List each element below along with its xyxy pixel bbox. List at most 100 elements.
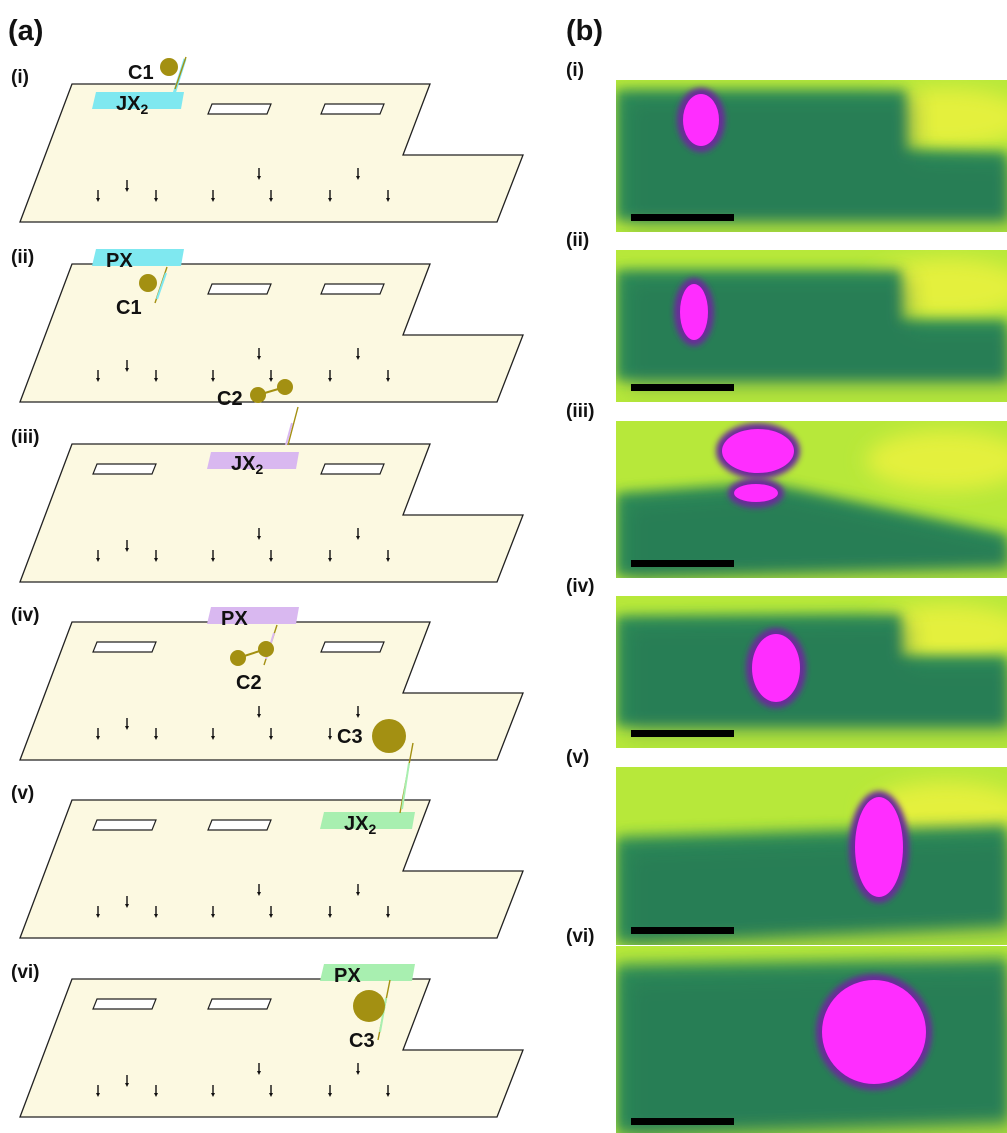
bar-label-main: PX bbox=[106, 250, 133, 272]
tick-mark bbox=[211, 906, 215, 918]
tick-mark bbox=[356, 706, 360, 718]
tick-mark bbox=[154, 190, 158, 202]
tick-mark bbox=[125, 540, 129, 552]
cable-label: C3 bbox=[349, 1030, 375, 1052]
slot-outline bbox=[320, 463, 385, 475]
tick-mark bbox=[211, 1085, 215, 1097]
bar-label-main: PX bbox=[221, 608, 248, 630]
tick-mark bbox=[269, 1085, 273, 1097]
tick-mark bbox=[211, 550, 215, 562]
tick-mark bbox=[125, 180, 129, 192]
schematic-row: (iv) PX C2 bbox=[11, 605, 524, 761]
slot-outline bbox=[207, 103, 272, 115]
tick-mark bbox=[96, 906, 100, 918]
bar-label: PX bbox=[221, 608, 248, 630]
hotspot bbox=[855, 797, 903, 897]
tick-mark bbox=[328, 370, 332, 382]
hotspot bbox=[722, 429, 794, 473]
tick-mark bbox=[328, 1085, 332, 1097]
scale-bar bbox=[631, 560, 734, 567]
hotspot bbox=[752, 634, 800, 702]
cable-circle bbox=[139, 274, 157, 292]
cable-marker bbox=[139, 266, 168, 304]
cable-circle bbox=[372, 719, 406, 753]
bar-label-main: PX bbox=[334, 965, 361, 987]
schematic-row-label: (iv) bbox=[11, 605, 40, 626]
schematic-row-label: (iii) bbox=[11, 427, 40, 448]
tick-mark bbox=[211, 370, 215, 382]
tick-mark bbox=[356, 528, 360, 540]
cable-label: C1 bbox=[116, 297, 142, 319]
bar-label: JX2 bbox=[116, 93, 148, 117]
tick-mark bbox=[211, 728, 215, 740]
highlight-bar bbox=[320, 812, 415, 829]
slot-outline bbox=[207, 283, 272, 295]
bar-label-main: JX bbox=[231, 453, 256, 475]
thermal-image bbox=[616, 80, 1007, 232]
tick-mark bbox=[96, 190, 100, 202]
hotspot bbox=[822, 980, 926, 1084]
tick-mark bbox=[154, 550, 158, 562]
cable-marker bbox=[160, 56, 187, 98]
bar-label: PX bbox=[106, 250, 133, 272]
tick-mark bbox=[356, 348, 360, 360]
tick-mark bbox=[96, 1085, 100, 1097]
schematic-row: (vi) PX C3 bbox=[11, 962, 524, 1118]
cable-label: C2 bbox=[236, 672, 262, 694]
slot-outline bbox=[320, 641, 385, 653]
cable-circle bbox=[250, 387, 266, 403]
tick-mark bbox=[125, 718, 129, 730]
cable-circle bbox=[353, 990, 385, 1022]
bar-label-main: JX bbox=[344, 813, 369, 835]
hotspot bbox=[683, 94, 719, 146]
schematic-row: (ii) PX C1 bbox=[11, 247, 524, 403]
slot-outline bbox=[92, 463, 157, 475]
bar-label-sub: 2 bbox=[368, 821, 376, 837]
tick-mark bbox=[328, 728, 332, 740]
thermal-row-label: (ii) bbox=[566, 230, 589, 251]
slot-outline bbox=[207, 998, 272, 1010]
thermal-row: (iv) bbox=[566, 576, 1007, 748]
cable-marker bbox=[250, 379, 299, 446]
cable-circle bbox=[230, 650, 246, 666]
tick-mark bbox=[269, 370, 273, 382]
slot-outline bbox=[92, 819, 157, 831]
thermal-row: (iii) bbox=[566, 401, 1007, 578]
tick-mark bbox=[386, 906, 390, 918]
tick-mark bbox=[125, 1075, 129, 1087]
bar-label-sub: 2 bbox=[140, 101, 148, 117]
tick-mark bbox=[386, 550, 390, 562]
schematic-row-label: (i) bbox=[11, 67, 29, 88]
highlight-bar bbox=[92, 249, 184, 266]
tick-mark bbox=[328, 190, 332, 202]
panel-a-letter: (a) bbox=[8, 15, 43, 47]
tick-mark bbox=[96, 370, 100, 382]
thermal-row-label: (i) bbox=[566, 60, 584, 81]
tick-mark bbox=[257, 1063, 261, 1075]
bar-label: JX2 bbox=[344, 813, 376, 837]
thermal-row-label: (iii) bbox=[566, 401, 595, 422]
tick-mark bbox=[96, 728, 100, 740]
tick-mark bbox=[154, 1085, 158, 1097]
floor-plan bbox=[19, 83, 524, 223]
bar-label-main: JX bbox=[116, 93, 141, 115]
schematic-row: (iii) JX2 C2 bbox=[11, 379, 524, 583]
tick-mark bbox=[328, 906, 332, 918]
tick-mark bbox=[154, 906, 158, 918]
tick-mark bbox=[328, 550, 332, 562]
highlight-bar bbox=[320, 964, 415, 981]
tick-mark bbox=[269, 190, 273, 202]
highlight-bar bbox=[92, 92, 184, 109]
tick-mark bbox=[257, 348, 261, 360]
tick-mark bbox=[356, 1063, 360, 1075]
scale-bar bbox=[631, 927, 734, 934]
scale-bar bbox=[631, 384, 734, 391]
thermal-row-label: (v) bbox=[566, 747, 589, 768]
schematic-row: (i) JX2 C1 bbox=[11, 56, 524, 223]
cable-label: C2 bbox=[217, 388, 243, 410]
cable-label: C1 bbox=[128, 62, 154, 84]
tick-mark bbox=[386, 370, 390, 382]
thermal-row: (i) bbox=[566, 60, 1007, 232]
bar-label-sub: 2 bbox=[255, 461, 263, 477]
